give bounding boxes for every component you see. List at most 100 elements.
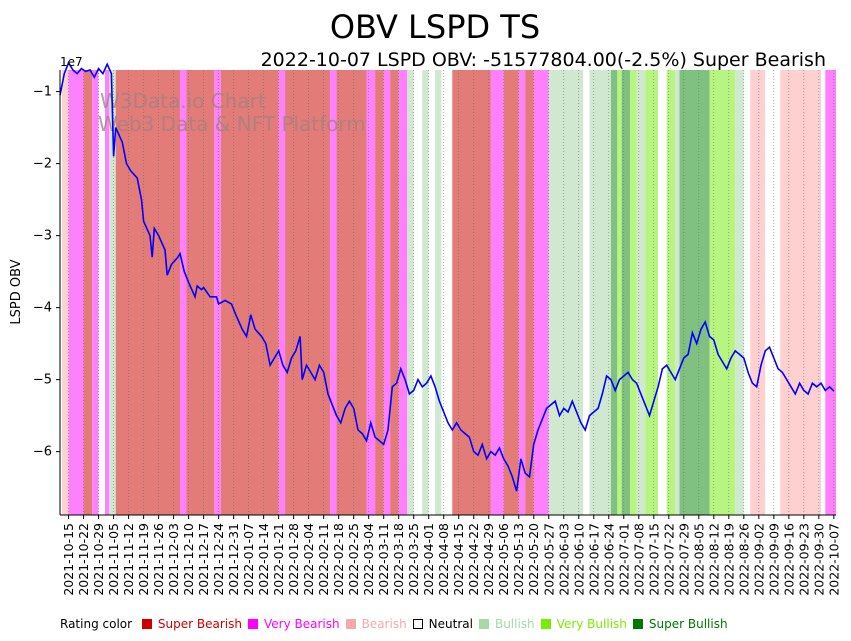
x-tick-label: 2022-04-01 [421, 523, 436, 596]
x-tick-label: 2021-12-31 [226, 523, 241, 596]
legend-swatch [540, 619, 551, 629]
rating-band [666, 70, 676, 515]
y-tick-label: −1 [33, 85, 52, 100]
rating-band [548, 70, 584, 515]
rating-bands [60, 70, 836, 515]
rating-band [679, 70, 710, 515]
x-tick-label: 2022-04-29 [481, 523, 496, 596]
legend-swatch [247, 619, 258, 629]
rating-band [610, 70, 618, 515]
rating-band [83, 70, 93, 515]
rating-band [621, 70, 631, 515]
rating-band [525, 70, 534, 515]
x-tick-label: 2022-01-28 [286, 523, 301, 596]
x-tick-label: 2022-05-06 [496, 523, 511, 596]
legend-item-label: Very Bearish [263, 617, 340, 631]
x-tick-label: 2021-12-03 [166, 523, 181, 596]
rating-band [518, 70, 526, 515]
rating-band [428, 70, 436, 515]
x-tick-label: 2022-03-18 [391, 523, 406, 596]
rating-band [109, 70, 116, 515]
rating-band [214, 70, 221, 515]
rating-band [630, 70, 637, 515]
rating-band [820, 70, 826, 515]
rating-band [636, 70, 646, 515]
legend-swatch [141, 619, 152, 629]
obv-series-line [59, 60, 835, 492]
chart-title: OBV LSPD TS [330, 8, 540, 46]
x-tick-label: 2022-03-11 [376, 523, 391, 596]
rating-band [390, 70, 399, 515]
y-tick-label: −2 [33, 157, 52, 172]
x-tick-label: 2022-01-14 [256, 523, 271, 596]
rating-band [383, 70, 391, 515]
x-tick-label: 2022-07-01 [616, 523, 631, 596]
x-tick-label: 2022-08-05 [691, 523, 706, 596]
x-tick-label: 2022-05-13 [511, 523, 526, 596]
legend-item: Super Bullish [632, 617, 728, 631]
x-tick-label: 2021-12-17 [196, 523, 211, 596]
rating-band [441, 70, 453, 515]
x-tick-label: 2021-11-19 [136, 523, 151, 596]
x-tick-label: 2022-09-23 [796, 523, 811, 596]
rating-band [278, 70, 286, 515]
chart-subtitle: 2022-10-07 LSPD OBV: -51577804.00(-2.5%)… [261, 49, 826, 71]
rating-band [645, 70, 659, 515]
watermark: W3Data.io Chart Web3 Data & NFT Platform [98, 89, 366, 136]
legend-item-label: Neutral [428, 617, 473, 631]
rating-band [398, 70, 408, 515]
x-tick-label: 2021-10-29 [91, 523, 106, 596]
vertical-gridlines [68, 70, 835, 515]
rating-band [220, 70, 279, 515]
rating-band [589, 70, 605, 515]
x-tick-label: 2022-05-27 [541, 523, 556, 596]
watermark-line-1: W3Data.io Chart [100, 89, 266, 113]
rating-band [375, 70, 384, 515]
watermark-line-2: Web3 Data & NFT Platform [98, 112, 366, 136]
rating-band [92, 70, 99, 515]
x-tick-label: 2021-10-22 [76, 523, 91, 596]
x-tick-label: 2022-02-04 [301, 523, 316, 596]
y-multiplier-label: 1e7 [60, 55, 83, 69]
x-tick-label: 2021-11-05 [106, 523, 121, 596]
x-tick-label: 2022-06-17 [586, 523, 601, 596]
legend-swatch [632, 619, 643, 629]
x-tick-label: 2022-04-08 [436, 523, 451, 596]
x-tick-label: 2022-02-11 [316, 523, 331, 596]
legend-item-label: Super Bearish [157, 617, 242, 631]
rating-band [503, 70, 519, 515]
legend-label: Rating color [60, 617, 133, 631]
rating-band [735, 70, 744, 515]
y-tick-label: −6 [33, 445, 52, 460]
rating-band [422, 70, 429, 515]
rating-band [336, 70, 367, 515]
x-tick-label: 2022-08-26 [736, 523, 751, 596]
rating-band [330, 70, 337, 515]
x-tick-label: 2022-05-20 [526, 523, 541, 596]
rating-band [825, 70, 836, 515]
rating-band [285, 70, 331, 515]
rating-band [750, 70, 766, 515]
rating-band [490, 70, 504, 515]
rating-band [780, 70, 821, 515]
legend-items: Super Bearish Very Bearish Bearish Neutral B… [141, 617, 734, 631]
x-tick-label: 2022-10-07 [826, 523, 841, 596]
x-tick-label: 2022-09-09 [766, 523, 781, 596]
x-tick-label: 2022-06-10 [571, 523, 586, 596]
rating-band [60, 70, 63, 515]
legend-item-label: Very Bullish [556, 617, 627, 631]
rating-band [413, 70, 423, 515]
x-tick-label: 2022-01-07 [241, 523, 256, 596]
rating-band [366, 70, 376, 515]
rating-band [407, 70, 414, 515]
rating-band [583, 70, 590, 515]
rating-band [675, 70, 680, 515]
x-tick-label: 2022-08-12 [706, 523, 721, 596]
x-tick-label: 2022-03-04 [361, 523, 376, 596]
legend-item: Bullish [478, 617, 535, 631]
x-tick-label: 2021-12-24 [211, 523, 226, 596]
legend-item: Bearish [345, 617, 407, 631]
legend-item-label: Bearish [361, 617, 407, 631]
rating-band [533, 70, 549, 515]
